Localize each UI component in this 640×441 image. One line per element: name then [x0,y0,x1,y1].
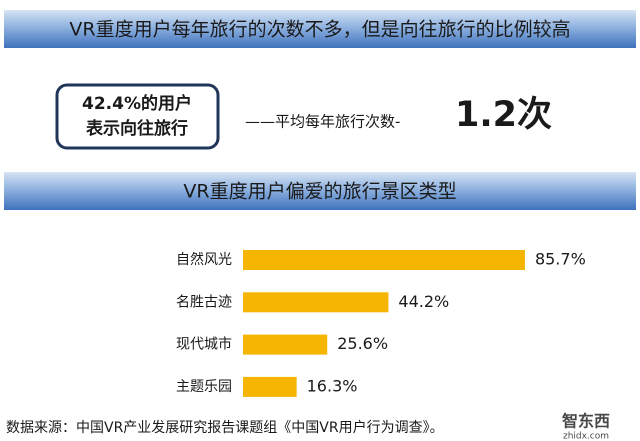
category-label: 名胜古迹 [176,294,232,310]
bar [243,376,297,397]
annotation: ——平均每年旅行次数- [245,113,400,131]
title-banner [4,10,636,48]
bar [243,334,328,355]
value-label: 85.7% [535,250,586,269]
annotation: 表示向往旅行 [86,118,188,139]
watermark: zhidx.com [563,432,609,441]
value-label: 44.2% [398,292,449,311]
watermark: 智东西 [562,412,610,431]
annotation: 42.4%的用户 [82,93,192,114]
chart-title: VR重度用户每年旅行的次数不多，但是向往旅行的比例较高 [69,19,570,41]
annotation: 1.2次 [455,95,552,135]
value-label: 16.3% [307,376,358,395]
value-label: 25.6% [337,334,388,353]
category-label: 自然风光 [176,251,232,268]
chart-subtitle: VR重度用户偏爱的旅行景区类型 [183,181,456,203]
source: 数据来源：中国VR产业发展研究报告课题组《中国VR用户行为调查》。 [6,419,444,436]
bar [243,292,389,313]
bar [243,250,525,270]
category-label: 主题乐园 [176,379,232,395]
category-label: 现代城市 [176,336,232,353]
highlight-box [55,83,220,150]
subtitle-banner [4,172,636,210]
